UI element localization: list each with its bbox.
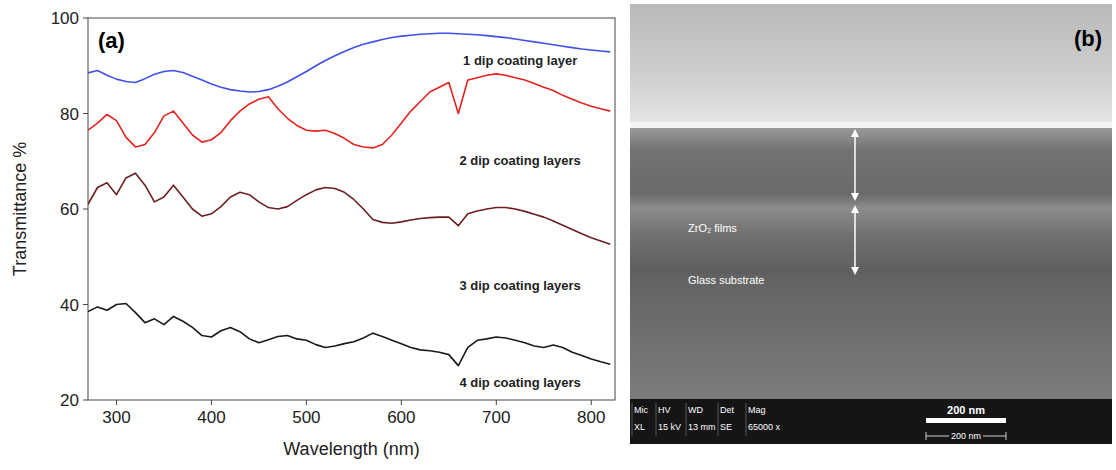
info-value: SE (720, 422, 732, 432)
info-divider (746, 403, 747, 436)
sem-edge (630, 122, 1112, 128)
x-tick (401, 400, 402, 405)
series-label: 1 dip coating layer (463, 53, 577, 68)
info-divider (656, 403, 657, 436)
y-tick-label: 40 (60, 296, 79, 315)
scale-bracket (926, 432, 1006, 440)
sem-film (630, 128, 1112, 274)
y-tick-label: 100 (51, 9, 79, 28)
series-group (88, 33, 610, 365)
x-tick-label: 300 (102, 408, 130, 427)
info-bar (630, 399, 1112, 444)
label-patch (949, 431, 983, 441)
y-tick-label: 80 (60, 105, 79, 124)
info-header: HV (658, 405, 671, 415)
info-value: XL (634, 422, 645, 432)
info-header: Det (720, 405, 735, 415)
y-tick (83, 304, 88, 305)
panel-b: ZrO₂ films Glass substrate Mic HV WD Det Mag XL… (630, 4, 1112, 448)
figure: 300 400 500 600 700 800 20 40 60 80 100 Wavelength … (0, 0, 1116, 470)
series-line (88, 173, 610, 244)
x-tick (496, 400, 497, 405)
sem-background (630, 4, 1112, 124)
arrow-head (851, 205, 859, 213)
scale-bar (926, 418, 1006, 423)
y-tick (83, 209, 88, 210)
info-divider (632, 403, 633, 436)
film-label: ZrO₂ films (688, 222, 737, 234)
x-tick-label: 500 (292, 408, 320, 427)
x-tick (116, 400, 117, 405)
series-label: 3 dip coating layers (459, 278, 580, 293)
x-tick-label: 600 (387, 408, 415, 427)
arrow-head (851, 267, 859, 275)
x-tick (591, 400, 592, 405)
substrate-label: Glass substrate (688, 274, 764, 286)
thickness-arrow (854, 211, 856, 269)
y-tick-label: 60 (60, 200, 79, 219)
panel-label: (a) (98, 28, 125, 53)
x-tick-label: 400 (197, 408, 225, 427)
info-value: 65000 x (748, 422, 781, 432)
y-tick (83, 400, 88, 401)
series-label: 4 dip coating layers (459, 375, 580, 390)
y-axis-title: Transmittance % (10, 142, 30, 276)
info-scale-label: 200 nm (951, 431, 981, 441)
x-axis-title: Wavelength (nm) (283, 439, 419, 459)
x-tick-label: 700 (482, 408, 510, 427)
plot-frame (88, 18, 615, 400)
panel-label: (b) (1074, 26, 1102, 51)
info-value: 15 kV (658, 422, 681, 432)
series-line (88, 74, 610, 148)
info-divider (686, 403, 687, 436)
series-line (88, 304, 610, 366)
panel-a: 300 400 500 600 700 800 20 40 60 80 100 Wavelength … (0, 0, 628, 470)
arrow-head (851, 129, 859, 137)
sem-substrate (630, 274, 1112, 399)
scale-bar-label: 200 nm (947, 404, 985, 416)
y-tick-label: 20 (60, 391, 79, 410)
arrow-head (851, 193, 859, 201)
y-tick (83, 113, 88, 114)
info-header: WD (688, 405, 703, 415)
series-label: 2 dip coating layers (459, 153, 580, 168)
info-header: Mag (748, 405, 766, 415)
info-value: 13 mm (688, 422, 716, 432)
thickness-arrow (854, 135, 856, 195)
info-divider (718, 403, 719, 436)
info-header: Mic (634, 405, 648, 415)
x-tick (211, 400, 212, 405)
x-tick (306, 400, 307, 405)
y-tick (83, 18, 88, 19)
x-tick-label: 800 (577, 408, 605, 427)
